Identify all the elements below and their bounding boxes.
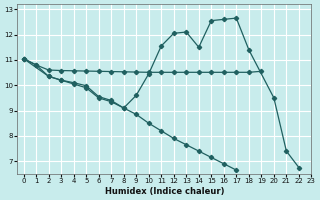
X-axis label: Humidex (Indice chaleur): Humidex (Indice chaleur) [105,187,224,196]
